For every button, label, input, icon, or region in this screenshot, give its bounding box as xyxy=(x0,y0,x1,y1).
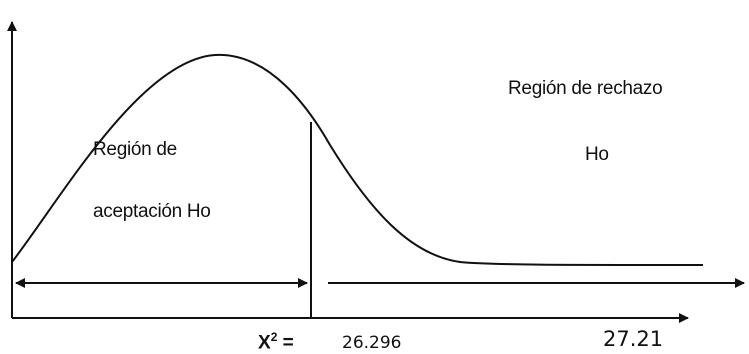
density-curve xyxy=(11,53,704,266)
acceptance-region-label-line2: aceptación Ho xyxy=(93,201,211,222)
rejection-region-label-line2: Ho xyxy=(585,144,609,165)
critical-value-label: 26.296 xyxy=(342,333,402,353)
observed-value-label: 27.21 xyxy=(603,327,664,351)
statistic-superscript: 2 xyxy=(270,330,278,344)
statistic-symbol: X xyxy=(258,332,271,354)
statistic-equals: = xyxy=(277,332,294,354)
rejection-region-label-line1: Región de rechazo xyxy=(508,78,663,99)
acceptance-region-label-line1: Región de xyxy=(93,139,177,160)
chi-square-statistic-label: X2 = xyxy=(258,330,294,354)
